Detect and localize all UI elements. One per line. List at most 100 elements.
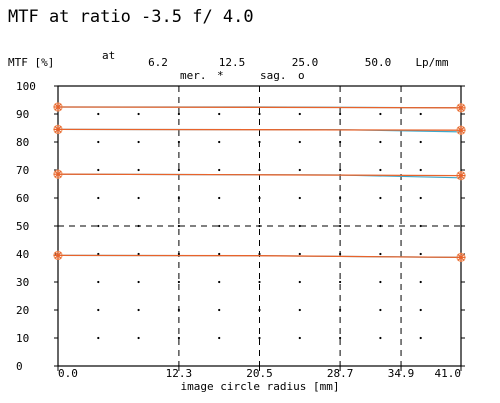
grid-dot (258, 140, 261, 144)
grid-dot (419, 336, 422, 340)
grid-dot (137, 196, 140, 200)
x-tick-labels: 0.0 12.3 20.5 28.7 34.9 41.0 (58, 367, 461, 380)
grid-dot (339, 308, 342, 312)
grid-dot (137, 336, 140, 340)
grid-dot (97, 280, 100, 284)
grid-dot (218, 224, 221, 228)
grid-dot (97, 308, 100, 312)
y-tick-label: 80 (16, 136, 29, 149)
mer-line-6.2 (57, 106, 462, 109)
y-tick-labels: 0 10 20 30 40 50 60 70 80 90 100 (16, 80, 36, 373)
x-axis-label: image circle radius [mm] (181, 380, 340, 393)
grid-dot (298, 280, 301, 284)
grid-dot (339, 168, 342, 172)
grid-dot (339, 336, 342, 340)
grid-dot (419, 168, 422, 172)
x-tick-label: 41.0 (435, 367, 462, 380)
grid-dot (419, 308, 422, 312)
grid-dot (97, 224, 100, 228)
grid-dot (218, 196, 221, 200)
plot-area (53, 85, 466, 371)
mer-line-50.0 (57, 254, 462, 259)
grid-dot (97, 112, 100, 116)
x-tick-label: 12.3 (166, 367, 193, 380)
grid-dot (379, 252, 382, 256)
grid-dot (258, 336, 261, 340)
grid-dot (97, 168, 100, 172)
y-tick-label: 0 (16, 360, 23, 373)
mer-marker-left (53, 169, 63, 179)
grid-dot (298, 252, 301, 256)
grid-dot (379, 280, 382, 284)
grid-dot (298, 224, 301, 228)
grid-dot (218, 280, 221, 284)
legend-sag-label: sag. (260, 69, 287, 82)
grid-dot (379, 168, 382, 172)
grid-dot (298, 196, 301, 200)
grid-dot (419, 280, 422, 284)
grid-dot (258, 112, 261, 116)
legend: mer. * sag. o (180, 69, 305, 82)
y-tick-label: 100 (16, 80, 36, 93)
mer-marker-stroke (457, 104, 465, 112)
y-axis-label: MTF [%] (8, 56, 54, 69)
mer-line-12.5 (57, 128, 462, 131)
mer-marker-stroke (457, 253, 465, 261)
grid-dot (298, 308, 301, 312)
grid-dot (218, 308, 221, 312)
mer-marker-right (456, 103, 466, 113)
grid-dot (177, 280, 180, 284)
x-tick-label: 20.5 (246, 367, 273, 380)
mer-marker-left (53, 102, 63, 112)
frequency-labels: 6.2 12.5 25.0 50.0 Lp/mm (148, 56, 449, 69)
frequency-label: 25.0 (292, 56, 319, 69)
x-tick-label: 0.0 (58, 367, 78, 380)
mer-marker-right (456, 171, 466, 181)
grid-dot (137, 224, 140, 228)
grid-dot (177, 308, 180, 312)
mer-line-25.0 (57, 173, 462, 177)
grid-dot (97, 336, 100, 340)
grid-dot (339, 140, 342, 144)
y-tick-label: 10 (16, 332, 29, 345)
grid-dot (137, 308, 140, 312)
mer-marker-stroke (54, 251, 62, 260)
grid-dot (218, 112, 221, 116)
grid-dot (97, 252, 100, 256)
grid-dot (218, 168, 221, 172)
legend-mer-marker: * (217, 69, 224, 82)
grid-dot (218, 140, 221, 144)
grid-dot (258, 280, 261, 284)
y-tick-label: 40 (16, 248, 29, 261)
grid-dot (137, 168, 140, 172)
grid-dot (258, 224, 261, 228)
grid-dot (137, 112, 140, 116)
grid-dot (419, 140, 422, 144)
frequency-label: 50.0 (365, 56, 392, 69)
frequency-label: Lp/mm (415, 56, 448, 69)
x-tick-label: 28.7 (327, 367, 354, 380)
grid-dot (218, 252, 221, 256)
grid-dot (258, 252, 261, 256)
grid-dot (258, 196, 261, 200)
legend-mer-label: mer. (180, 69, 207, 82)
mer-marker-stroke (54, 103, 62, 111)
mer-marker-stroke (457, 171, 465, 180)
grid-dot (379, 308, 382, 312)
grid-dot (379, 336, 382, 340)
grid-dot (137, 252, 140, 256)
mer-marker-left (53, 250, 63, 260)
grid-dot (339, 196, 342, 200)
grid-dot (379, 196, 382, 200)
frequency-prefix: at (102, 49, 115, 62)
grid-dot (137, 280, 140, 284)
y-tick-label: 20 (16, 304, 29, 317)
grid-dot (339, 252, 342, 256)
grid-dot (177, 196, 180, 200)
y-tick-label: 30 (16, 276, 29, 289)
mer-marker-stroke (54, 125, 62, 134)
grid-dot (258, 168, 261, 172)
mer-marker-right (456, 252, 466, 262)
grid-dot (419, 252, 422, 256)
